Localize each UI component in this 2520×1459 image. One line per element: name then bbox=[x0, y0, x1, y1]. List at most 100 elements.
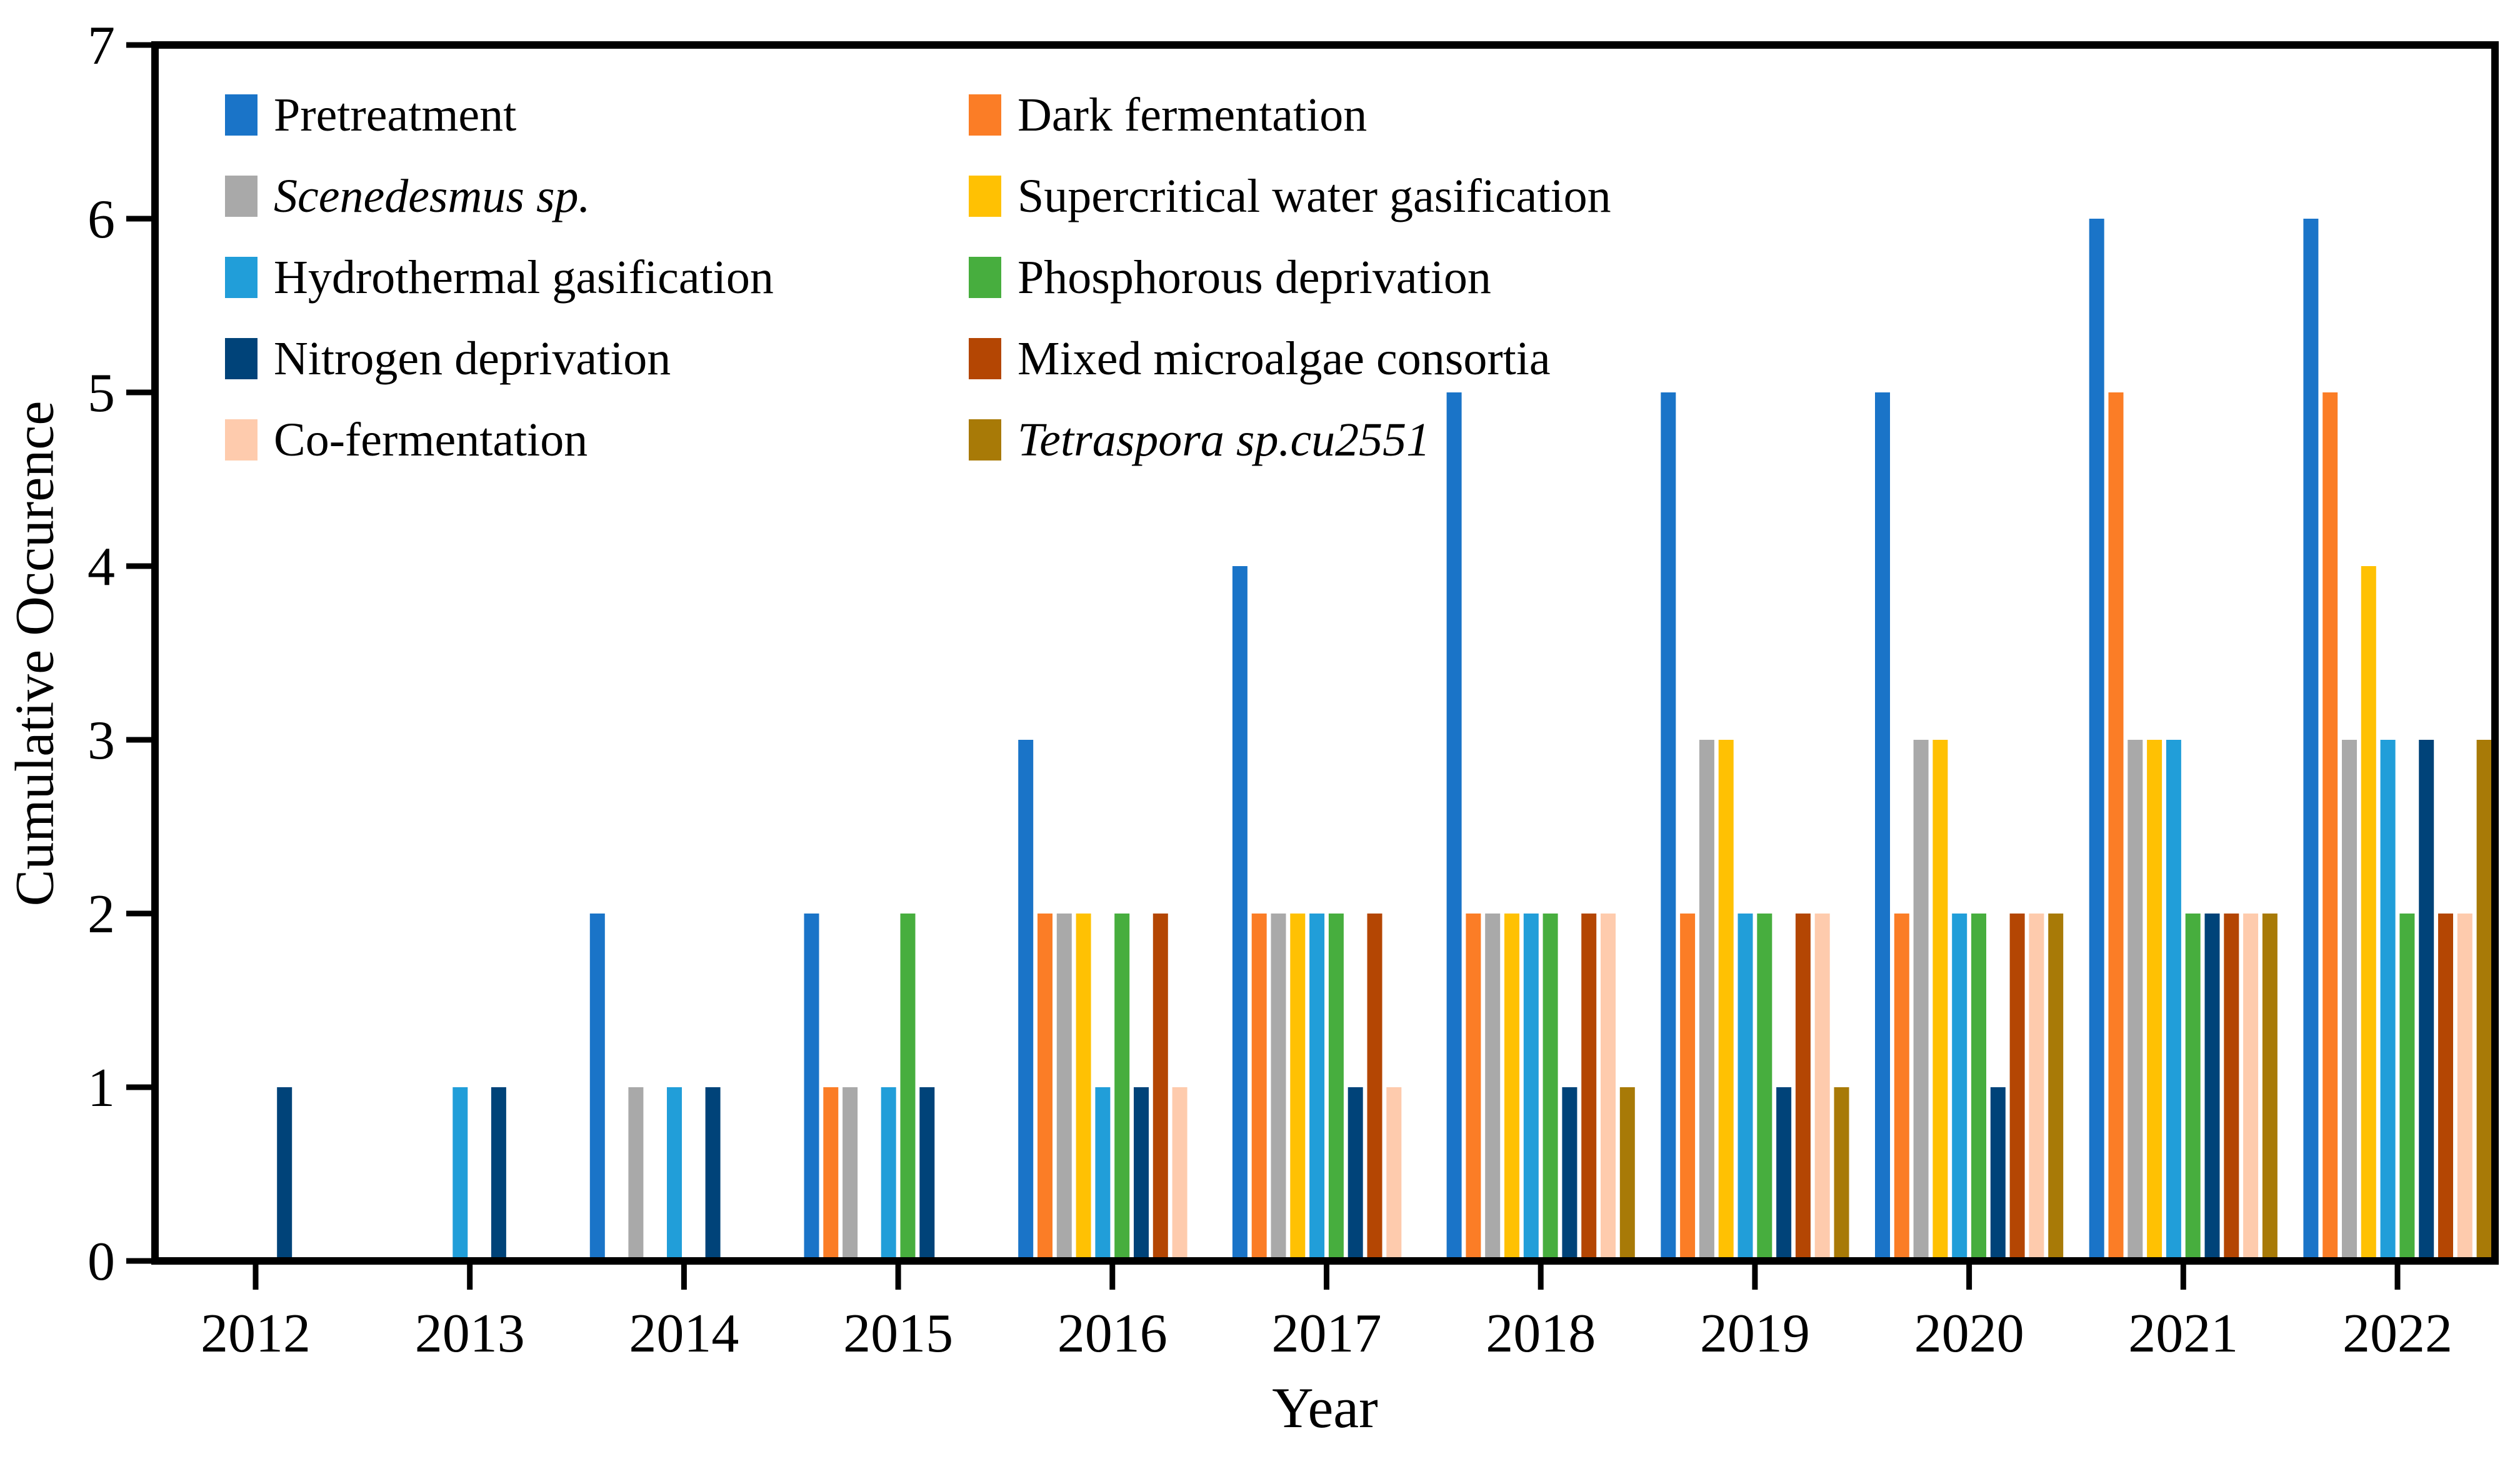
bar-2017-co-fermentation bbox=[1386, 1087, 1402, 1261]
bar-2021-hydrothermal-gasification bbox=[2166, 740, 2181, 1261]
bar-2017-pretreatment bbox=[1232, 566, 1248, 1261]
bar-2018-phosphorous-deprivation bbox=[1542, 914, 1558, 1261]
bar-2020-tetraspora-sp-cu2551 bbox=[2048, 914, 2064, 1261]
bar-2012-nitrogen-deprivation bbox=[277, 1087, 292, 1261]
bar-2020-supercritical-water-gasification bbox=[1932, 740, 1948, 1261]
legend-label-pretreatment: Pretreatment bbox=[274, 88, 517, 141]
bar-2019-co-fermentation bbox=[1814, 914, 1830, 1261]
bar-2016-phosphorous-deprivation bbox=[1114, 914, 1130, 1261]
bar-2016-hydrothermal-gasification bbox=[1095, 1087, 1111, 1261]
bar-2017-hydrothermal-gasification bbox=[1309, 914, 1325, 1261]
bar-2016-mixed-microalgae-consortia bbox=[1152, 914, 1168, 1261]
legend-swatch-nitrogen-deprivation bbox=[225, 337, 258, 379]
bar-2020-dark-fermentation bbox=[1894, 914, 1909, 1261]
legend-label-phosphorous-deprivation: Phosphorous deprivation bbox=[1018, 251, 1491, 304]
y-tick-label-4: 4 bbox=[88, 537, 115, 597]
bar-2017-supercritical-water-gasification bbox=[1290, 914, 1306, 1261]
legend-item-supercritical-water-gasification: Supercritical water gasification bbox=[969, 172, 1611, 220]
bar-2016-nitrogen-deprivation bbox=[1134, 1087, 1149, 1261]
legend-swatch-tetraspora-sp-cu2551 bbox=[969, 419, 1001, 461]
x-tick-label-2018: 2018 bbox=[1486, 1303, 1596, 1364]
bar-2017-phosphorous-deprivation bbox=[1328, 914, 1344, 1261]
legend-label-nitrogen-deprivation: Nitrogen deprivation bbox=[274, 332, 671, 385]
bar-2017-mixed-microalgae-consortia bbox=[1367, 914, 1382, 1261]
bar-2020-phosphorous-deprivation bbox=[1971, 914, 1986, 1261]
bar-2021-scenedesmus-sp bbox=[2128, 740, 2143, 1261]
legend-label-co-fermentation: Co-fermentation bbox=[274, 413, 588, 466]
legend-label-scenedesmus-sp: Scenedesmus sp. bbox=[274, 169, 591, 222]
bar-2019-phosphorous-deprivation bbox=[1757, 914, 1772, 1261]
bar-2018-pretreatment bbox=[1446, 392, 1462, 1261]
bar-2019-dark-fermentation bbox=[1680, 914, 1696, 1261]
x-tick-label-2015: 2015 bbox=[843, 1303, 953, 1364]
bar-2022-hydrothermal-gasification bbox=[2380, 740, 2396, 1261]
bar-2014-scenedesmus-sp bbox=[628, 1087, 644, 1261]
bar-2018-supercritical-water-gasification bbox=[1504, 914, 1519, 1261]
bar-2015-phosphorous-deprivation bbox=[900, 914, 916, 1261]
bar-2021-pretreatment bbox=[2089, 219, 2104, 1261]
bar-2016-dark-fermentation bbox=[1038, 914, 1052, 1261]
x-tick-label-2020: 2020 bbox=[1914, 1303, 2024, 1364]
bar-2016-scenedesmus-sp bbox=[1056, 914, 1072, 1261]
bar-2019-nitrogen-deprivation bbox=[1776, 1087, 1792, 1261]
bar-2015-dark-fermentation bbox=[823, 1087, 839, 1261]
bar-2022-co-fermentation bbox=[2457, 914, 2472, 1261]
bar-2019-tetraspora-sp-cu2551 bbox=[1834, 1087, 1849, 1261]
bar-2014-nitrogen-deprivation bbox=[705, 1087, 721, 1261]
bar-2018-scenedesmus-sp bbox=[1485, 914, 1501, 1261]
bar-2018-nitrogen-deprivation bbox=[1562, 1087, 1578, 1261]
bar-2018-tetraspora-sp-cu2551 bbox=[1619, 1087, 1635, 1261]
y-tick-label-2: 2 bbox=[88, 884, 115, 945]
bar-2022-mixed-microalgae-consortia bbox=[2438, 914, 2453, 1261]
plot-frame bbox=[151, 41, 2499, 1265]
legend-item-co-fermentation: Co-fermentation bbox=[225, 416, 969, 464]
legend-swatch-hydrothermal-gasification bbox=[225, 256, 258, 298]
bar-2014-pretreatment bbox=[589, 914, 605, 1261]
legend-item-pretreatment: Pretreatment bbox=[225, 91, 969, 139]
x-tick-label-2019: 2019 bbox=[1700, 1303, 1810, 1364]
bar-2015-nitrogen-deprivation bbox=[919, 1087, 935, 1261]
x-axis-title: Year bbox=[1272, 1376, 1378, 1440]
bar-2018-dark-fermentation bbox=[1466, 914, 1481, 1261]
legend-item-scenedesmus-sp: Scenedesmus sp. bbox=[225, 172, 969, 220]
bar-2022-dark-fermentation bbox=[2322, 392, 2338, 1261]
bar-2019-pretreatment bbox=[1661, 392, 1676, 1261]
legend-item-nitrogen-deprivation: Nitrogen deprivation bbox=[225, 335, 969, 382]
y-axis-title: Cumulative Occurence bbox=[4, 401, 66, 907]
bar-2021-supercritical-water-gasification bbox=[2147, 740, 2162, 1261]
bar-2014-hydrothermal-gasification bbox=[667, 1087, 682, 1261]
legend-item-dark-fermentation: Dark fermentation bbox=[969, 91, 1611, 139]
legend-swatch-co-fermentation bbox=[225, 419, 258, 461]
x-tick-label-2017: 2017 bbox=[1272, 1303, 1382, 1364]
chart-legend: Pretreatment Dark fermentation Scenedesmus… bbox=[225, 85, 1611, 469]
bar-2019-mixed-microalgae-consortia bbox=[1795, 914, 1811, 1261]
bar-2022-scenedesmus-sp bbox=[2342, 740, 2357, 1261]
y-tick-label-1: 1 bbox=[88, 1058, 115, 1118]
bar-2017-scenedesmus-sp bbox=[1271, 914, 1286, 1261]
bar-2021-co-fermentation bbox=[2243, 914, 2259, 1261]
bar-2013-hydrothermal-gasification bbox=[452, 1087, 468, 1261]
bar-2016-co-fermentation bbox=[1172, 1087, 1188, 1261]
legend-label-dark-fermentation: Dark fermentation bbox=[1018, 88, 1368, 141]
legend-swatch-supercritical-water-gasification bbox=[969, 175, 1001, 217]
legend-swatch-mixed-microalgae-consortia bbox=[969, 337, 1001, 379]
y-tick-label-5: 5 bbox=[88, 363, 115, 424]
y-tick-label-0: 0 bbox=[88, 1232, 115, 1292]
bar-2017-dark-fermentation bbox=[1251, 914, 1267, 1261]
y-tick-label-6: 6 bbox=[88, 189, 115, 250]
bar-2018-co-fermentation bbox=[1601, 914, 1616, 1261]
bar-2015-hydrothermal-gasification bbox=[881, 1087, 896, 1261]
bar-2019-scenedesmus-sp bbox=[1699, 740, 1714, 1261]
y-tick-label-3: 3 bbox=[88, 710, 115, 771]
legend-item-tetraspora-sp-cu2551: Tetraspora sp.cu2551 bbox=[969, 416, 1611, 464]
bar-2022-supercritical-water-gasification bbox=[2361, 566, 2376, 1261]
bar-2021-dark-fermentation bbox=[2108, 392, 2124, 1261]
bar-2022-pretreatment bbox=[2303, 219, 2319, 1261]
bar-2015-pretreatment bbox=[804, 914, 819, 1261]
bar-2020-scenedesmus-sp bbox=[1913, 740, 1929, 1261]
bar-2020-pretreatment bbox=[1875, 392, 1890, 1261]
bar-2019-hydrothermal-gasification bbox=[1738, 914, 1753, 1261]
legend-item-mixed-microalgae-consortia: Mixed microalgae consortia bbox=[969, 335, 1611, 382]
legend-label-tetraspora-sp-cu2551: Tetraspora sp.cu2551 bbox=[1018, 413, 1431, 466]
